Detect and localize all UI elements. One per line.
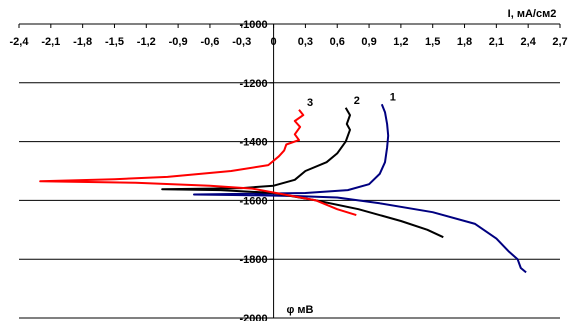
- tick-labels: -2,4 -2,1 -1,8 -1,5 -1,2 -0,9 -0,6 -0,3 0 0,3 0,6 0…: [10, 19, 568, 321]
- series-2-line: [161, 107, 444, 239]
- x-tick-label: -1,2: [137, 36, 156, 48]
- series-3-line: [39, 109, 357, 217]
- x-tick-label: -2,1: [41, 36, 60, 48]
- x-tick-label: 1,5: [425, 36, 440, 48]
- series-1-line: [193, 103, 527, 274]
- x-tick-label: 0,3: [298, 36, 313, 48]
- axes: [18, 23, 561, 319]
- series-2-label: 2: [354, 95, 360, 107]
- x-tick-label: 0,6: [330, 36, 345, 48]
- y-axis-label: φ мВ: [286, 304, 313, 316]
- series-1-label: 1: [390, 91, 396, 103]
- y-tick-label: -1200: [239, 78, 267, 90]
- series-3-label: 3: [307, 97, 313, 109]
- x-tick-label: 2,4: [521, 36, 537, 48]
- x-tick-label: 2,7: [552, 36, 567, 48]
- x-tick-label: 1,8: [457, 36, 472, 48]
- x-tick-label: -1,5: [105, 36, 124, 48]
- series-lines: [39, 103, 527, 274]
- x-tick-label: 0,9: [361, 36, 376, 48]
- x-tick-label: 1,2: [393, 36, 408, 48]
- x-tick-label: -1,8: [73, 36, 92, 48]
- grid-lines: [19, 82, 560, 319]
- x-tick-label: -0,9: [169, 36, 188, 48]
- series-labels: 1 2 3: [307, 91, 396, 109]
- y-tick-label: -1600: [239, 195, 267, 207]
- x-axis-label: I, мА/см2: [508, 8, 557, 20]
- x-tick-label: -0,6: [200, 36, 219, 48]
- x-tick-label: 2,1: [489, 36, 504, 48]
- x-tick-label: -2,4: [10, 36, 30, 48]
- y-tick-label: -2000: [239, 313, 267, 321]
- x-tick-label: 0: [271, 36, 277, 48]
- x-tick-label: -0,3: [232, 36, 251, 48]
- y-tick-label: -1800: [239, 254, 267, 266]
- y-tick-label: -1000: [239, 19, 267, 31]
- y-tick-label: -1400: [239, 137, 267, 149]
